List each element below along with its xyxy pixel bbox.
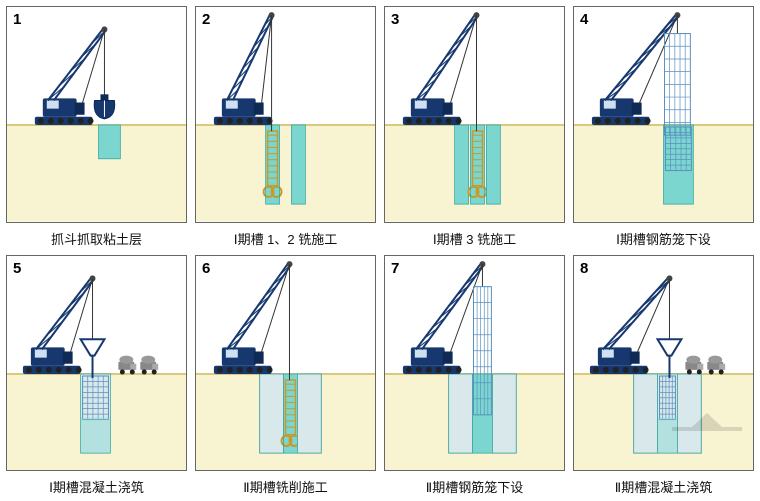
panel-number: 8 — [580, 260, 588, 277]
panel-2: 2 Ⅰ期槽 1、2 铣施工 — [195, 6, 376, 247]
panel-8: 8 Ⅱ期槽混凝土浇筑 — [573, 255, 754, 496]
panel-5: 5 Ⅰ期槽混凝土浇筑 — [6, 255, 187, 496]
panel-1: 1 抓斗抓取粘土层 — [6, 6, 187, 247]
panel-number: 4 — [580, 11, 588, 28]
panel-number: 3 — [391, 11, 399, 28]
panel-frame: 4 — [573, 6, 754, 223]
panel-number: 5 — [13, 260, 21, 277]
panel-number: 2 — [202, 11, 210, 28]
panel-caption: Ⅱ期槽混凝土浇筑 — [573, 477, 754, 495]
panel-caption: Ⅰ期槽 3 铣施工 — [384, 229, 565, 247]
panel-caption: 抓斗抓取粘土层 — [6, 229, 187, 247]
panel-6: 6 Ⅱ期槽铣削施工 — [195, 255, 376, 496]
panel-caption: Ⅰ期槽钢筋笼下设 — [573, 229, 754, 247]
panel-7: 7 Ⅱ期槽钢筋笼下设 — [384, 255, 565, 496]
panel-frame: 6 — [195, 255, 376, 472]
panel-caption: Ⅱ期槽钢筋笼下设 — [384, 477, 565, 495]
panel-caption: Ⅰ期槽混凝土浇筑 — [6, 477, 187, 495]
panel-frame: 8 — [573, 255, 754, 472]
panel-number: 1 — [13, 11, 21, 28]
panel-number: 7 — [391, 260, 399, 277]
panel-frame: 3 — [384, 6, 565, 223]
panel-frame: 1 — [6, 6, 187, 223]
panel-frame: 2 — [195, 6, 376, 223]
panel-3: 3 Ⅰ期槽 3 铣施工 — [384, 6, 565, 247]
diagram-grid: 1 抓斗抓取粘土层 2 Ⅰ期槽 1、2 铣施工 3 Ⅰ期槽 3 铣施工 4 Ⅰ期槽钢筋笼下设 5… — [0, 0, 760, 501]
panel-caption: Ⅱ期槽铣削施工 — [195, 477, 376, 495]
panel-number: 6 — [202, 260, 210, 277]
panel-caption: Ⅰ期槽 1、2 铣施工 — [195, 229, 376, 247]
panel-4: 4 Ⅰ期槽钢筋笼下设 — [573, 6, 754, 247]
panel-frame: 5 — [6, 255, 187, 472]
panel-frame: 7 — [384, 255, 565, 472]
